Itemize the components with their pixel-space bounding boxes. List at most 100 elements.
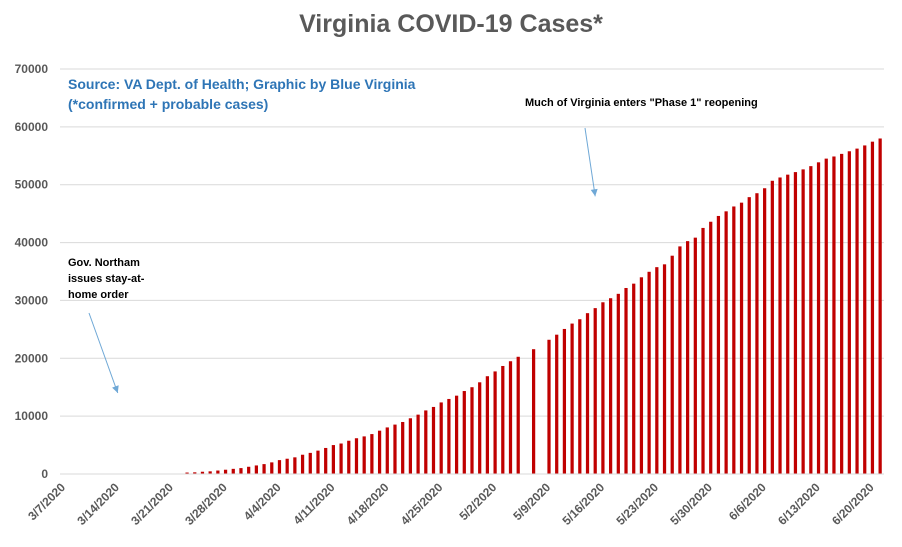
bar: [478, 382, 482, 474]
bar: [801, 169, 805, 474]
bar: [593, 308, 597, 474]
bar: [739, 202, 744, 474]
bar: [416, 414, 420, 474]
bar: [647, 271, 651, 474]
bar: [377, 430, 382, 474]
bar: [670, 255, 674, 474]
y-tick-label: 30000: [15, 293, 49, 307]
bar: [855, 148, 859, 475]
bar: [786, 174, 790, 474]
y-tick-label: 50000: [15, 178, 49, 192]
bar: [277, 460, 282, 474]
bar: [254, 465, 258, 474]
bar: [239, 468, 243, 474]
bar: [485, 376, 490, 474]
bar: [247, 466, 251, 474]
gridlines: [60, 68, 884, 417]
bar: [424, 410, 428, 474]
bar: [809, 166, 813, 474]
bar: [870, 141, 875, 475]
bar: [570, 323, 574, 474]
x-tick-label: 5/23/2020: [613, 480, 661, 528]
annotation-phase1-text: Much of Virginia enters "Phase 1" reopen…: [525, 97, 758, 109]
bar: [709, 221, 713, 474]
bars: [185, 138, 882, 475]
y-tick-label: 20000: [15, 351, 49, 365]
bar: [693, 237, 697, 474]
bar: [216, 470, 220, 474]
x-tick-label: 6/13/2020: [775, 480, 823, 528]
bar: [347, 440, 351, 474]
bar: [616, 293, 620, 474]
annotation-stayhome-arrow: [88, 312, 119, 394]
bar: [300, 454, 305, 474]
x-tick-label: 5/9/2020: [510, 480, 553, 523]
bar: [516, 356, 520, 474]
bar: [208, 471, 212, 474]
bar: [223, 469, 228, 474]
x-tick-label: 3/14/2020: [74, 480, 122, 528]
bar: [193, 472, 197, 474]
bar: [678, 246, 682, 474]
bar: [316, 450, 320, 474]
bar: [324, 447, 328, 474]
bar: [431, 406, 436, 474]
y-axis-ticks: 0 10000 20000 30000 40000 50000 60000 70000: [15, 62, 49, 481]
x-tick-label: 4/11/2020: [290, 480, 337, 527]
bar: [624, 287, 628, 474]
bar: [354, 438, 359, 474]
bar: [601, 302, 605, 474]
bar: [555, 334, 559, 474]
x-tick-label: 4/25/2020: [398, 480, 446, 528]
x-tick-label: 4/18/2020: [344, 480, 392, 528]
bar: [470, 387, 474, 474]
bar: [385, 427, 389, 474]
bar: [362, 436, 366, 474]
bar: [747, 197, 751, 474]
bar: [701, 227, 705, 474]
bar: [200, 471, 205, 474]
bar: [863, 145, 867, 474]
bar: [401, 421, 405, 474]
x-axis-ticks: 3/7/2020 3/14/2020 3/21/2020 3/28/2020 4/4/2…: [25, 480, 877, 528]
bar: [285, 458, 289, 474]
x-tick-label: 3/21/2020: [128, 480, 176, 528]
y-tick-label: 60000: [15, 120, 49, 134]
bar: [308, 452, 312, 474]
annotation-stayhome-line-3: home order: [68, 289, 129, 301]
bar: [547, 339, 551, 474]
bar: [231, 468, 235, 474]
chart-title: Virginia COVID-19 Cases*: [299, 10, 603, 38]
bar: [562, 328, 567, 474]
x-tick-label: 6/6/2020: [726, 480, 769, 523]
bar: [732, 206, 736, 474]
y-tick-label: 70000: [15, 62, 49, 76]
bar: [847, 151, 851, 474]
bar: [493, 371, 497, 474]
bar: [462, 391, 466, 474]
y-tick-label: 40000: [15, 236, 49, 250]
source-line-1: Source: VA Dept. of Health; Graphic by B…: [68, 76, 416, 92]
bar: [609, 298, 613, 474]
bar: [878, 138, 882, 475]
x-tick-label: 3/28/2020: [182, 480, 230, 528]
y-tick-label: 0: [41, 467, 48, 481]
bar: [331, 445, 335, 474]
annotation-phase1-arrowhead: [590, 188, 598, 197]
x-tick-label: 5/30/2020: [667, 480, 715, 528]
bar: [447, 398, 451, 474]
bar: [662, 264, 667, 474]
bar: [793, 172, 798, 474]
x-tick-label: 3/7/2020: [25, 480, 68, 523]
bar: [755, 193, 759, 474]
bar: [339, 443, 343, 474]
bar: [655, 267, 659, 474]
x-tick-label: 5/2/2020: [456, 480, 499, 523]
bar: [370, 434, 374, 474]
bar: [770, 180, 774, 474]
annotation-phase1-arrow: [584, 127, 596, 197]
bar: [840, 153, 844, 474]
source-line-2: (*confirmed + probable cases): [68, 96, 268, 112]
x-tick-label: 5/16/2020: [560, 480, 608, 528]
